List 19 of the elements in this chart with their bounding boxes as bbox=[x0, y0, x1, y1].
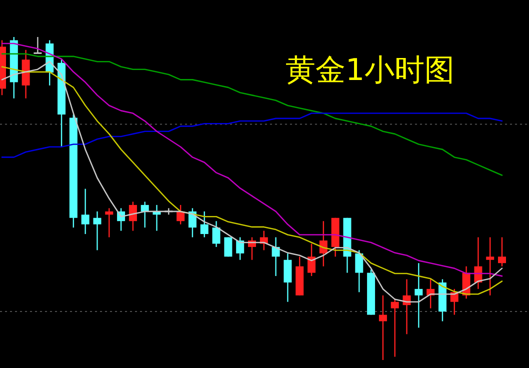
candlestick bbox=[81, 188, 90, 235]
candlestick bbox=[498, 236, 506, 267]
candlestick bbox=[378, 294, 387, 361]
candlestick bbox=[236, 236, 244, 260]
candlestick bbox=[390, 298, 399, 358]
candlestick bbox=[140, 201, 149, 228]
candlestick bbox=[105, 208, 114, 238]
candlestick bbox=[284, 252, 292, 302]
candlestick bbox=[93, 210, 102, 251]
candlestick bbox=[486, 236, 494, 296]
candlestick bbox=[200, 210, 208, 238]
text: 黄金1小时图 bbox=[285, 53, 455, 88]
candlestick bbox=[176, 204, 185, 225]
candlestick bbox=[212, 220, 220, 248]
candlestick bbox=[34, 36, 42, 54]
candlestick bbox=[308, 243, 316, 277]
candlestick bbox=[355, 250, 364, 293]
candlestick bbox=[128, 201, 137, 232]
candlestick bbox=[414, 262, 423, 328]
